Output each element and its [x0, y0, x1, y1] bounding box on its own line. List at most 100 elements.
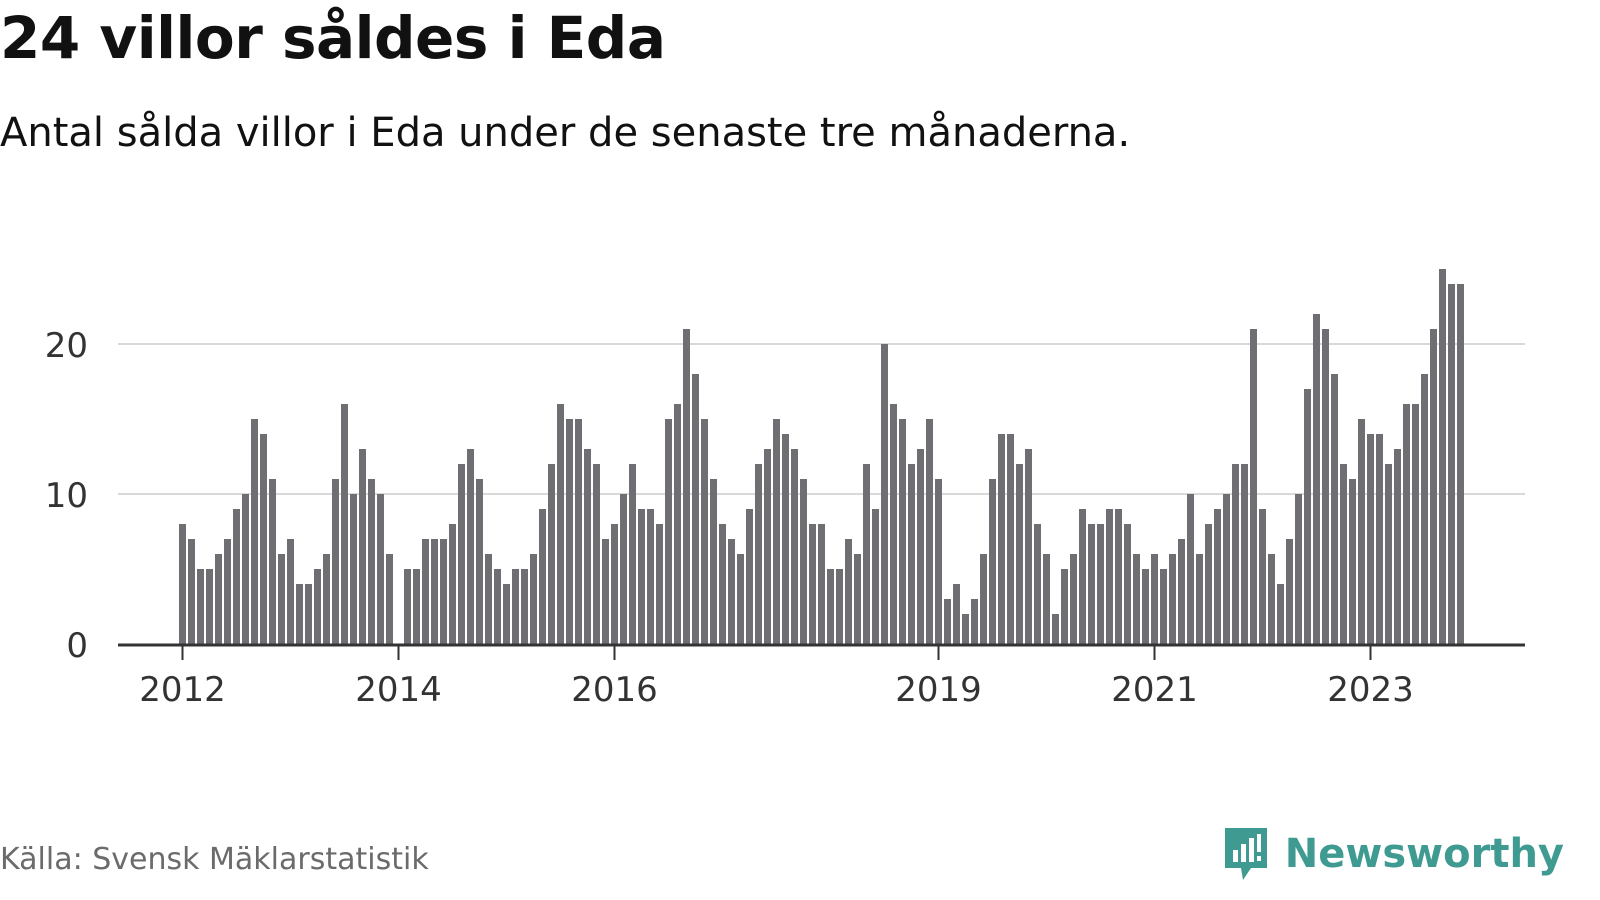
bar: [206, 569, 213, 644]
y-tick-label: 0: [66, 626, 88, 666]
bar: [1223, 494, 1230, 644]
bar: [1403, 404, 1410, 644]
bar: [701, 419, 708, 644]
bar: [800, 479, 807, 644]
bar: [998, 434, 1005, 644]
bar: [359, 449, 366, 644]
bar: [575, 419, 582, 644]
bar: [1196, 554, 1203, 644]
brand: Newsworthy: [1221, 824, 1564, 884]
bar: [827, 569, 834, 644]
bar: [413, 569, 420, 644]
x-tick-label: 2023: [1327, 670, 1414, 710]
bar: [404, 569, 411, 644]
chart-title: 24 villor såldes i Eda: [0, 4, 666, 72]
bar: [728, 539, 735, 644]
bar: [458, 464, 465, 644]
bar: [1295, 494, 1302, 644]
bar: [503, 584, 510, 644]
bar: [1052, 614, 1059, 644]
bar: [710, 479, 717, 644]
chart-subtitle: Antal sålda villor i Eda under de senast…: [0, 110, 1131, 156]
bar: [1340, 464, 1347, 644]
bar: [323, 554, 330, 644]
bar: [1133, 554, 1140, 644]
bar: [773, 419, 780, 644]
bar: [746, 509, 753, 644]
bar: [1160, 569, 1167, 644]
bar: [449, 524, 456, 644]
x-tick-label: 2012: [139, 670, 226, 710]
bar: [962, 614, 969, 644]
bar: [926, 419, 933, 644]
bar: [377, 494, 384, 644]
bar: [1025, 449, 1032, 644]
bar: [854, 554, 861, 644]
bar: [1097, 524, 1104, 644]
bar: [845, 539, 852, 644]
bar: [233, 509, 240, 644]
bar: [584, 449, 591, 644]
bar: [1187, 494, 1194, 644]
bar: [1376, 434, 1383, 644]
bar: [890, 404, 897, 644]
bar: [1070, 554, 1077, 644]
bar: [818, 524, 825, 644]
bar: [899, 419, 906, 644]
bar: [1286, 539, 1293, 644]
x-tick-label: 2016: [571, 670, 658, 710]
bar: [881, 344, 888, 644]
bar: [1394, 449, 1401, 644]
bar: [1232, 464, 1239, 644]
bar: [755, 464, 762, 644]
bar: [1439, 269, 1446, 644]
bar: [566, 419, 573, 644]
bar: [1061, 569, 1068, 644]
bar: [422, 539, 429, 644]
brand-name: Newsworthy: [1284, 831, 1564, 877]
bar: [188, 539, 195, 644]
bar: [683, 329, 690, 644]
bar: [629, 464, 636, 644]
bar: [1142, 569, 1149, 644]
bar: [611, 524, 618, 644]
highlight-value-label: 24: [1448, 0, 1491, 9]
bar: [197, 569, 204, 644]
bar: [278, 554, 285, 644]
bar: [368, 479, 375, 644]
bar: [836, 569, 843, 644]
bar: [557, 404, 564, 644]
bar: [530, 554, 537, 644]
bar: [476, 479, 483, 644]
bar: [980, 554, 987, 644]
bar: [1349, 479, 1356, 644]
bar: [1043, 554, 1050, 644]
source-note: Källa: Svensk Mäklarstatistik: [0, 842, 429, 877]
bar: [1151, 554, 1158, 644]
newsworthy-logo-icon: [1224, 828, 1267, 880]
bar: [1322, 329, 1329, 644]
bar: [1178, 539, 1185, 644]
bar: [620, 494, 627, 644]
bar: [1268, 554, 1275, 644]
bar: [341, 404, 348, 644]
bar: [737, 554, 744, 644]
bar: [593, 464, 600, 644]
bar: [1205, 524, 1212, 644]
bar: [665, 419, 672, 644]
bar: [431, 539, 438, 644]
bar: [1331, 374, 1338, 644]
bar: [602, 539, 609, 644]
bar: [953, 584, 960, 644]
bar: [1367, 434, 1374, 644]
bar: [656, 524, 663, 644]
bar: [1079, 509, 1086, 644]
y-tick-label: 20: [45, 326, 88, 366]
x-tick-label: 2019: [895, 670, 982, 710]
bar: [1106, 509, 1113, 644]
bar: [1088, 524, 1095, 644]
bar: [1358, 419, 1365, 644]
bar: [989, 479, 996, 644]
bar: [971, 599, 978, 644]
